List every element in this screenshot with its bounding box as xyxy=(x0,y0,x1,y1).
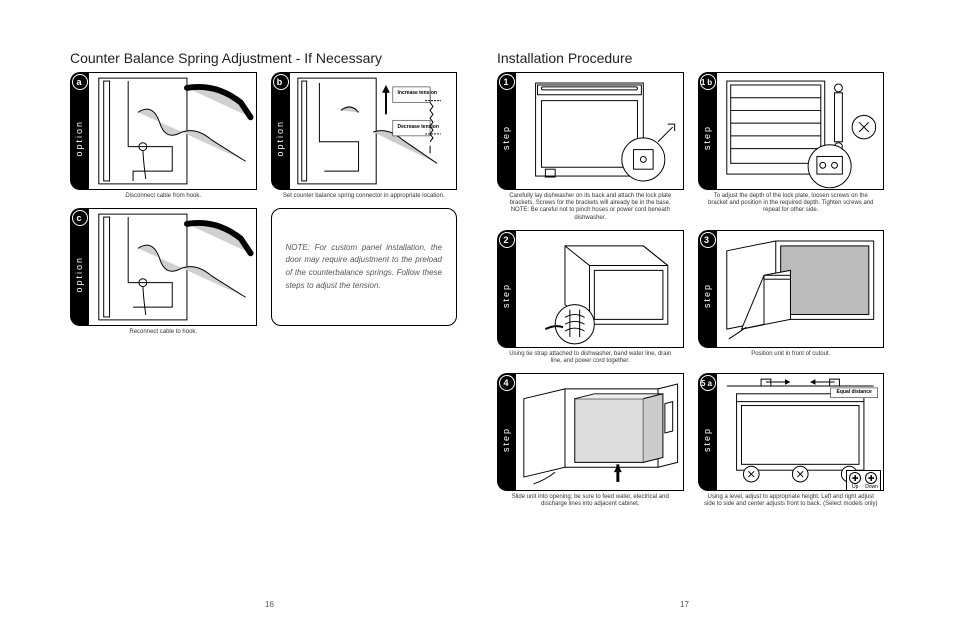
step-1-caption: Carefully lay dishwasher on its back and… xyxy=(497,193,684,222)
step-1b-cell: 1b step xyxy=(698,72,885,222)
decrease-tension-label: Decrease tension xyxy=(398,125,439,131)
option-c-badge: c xyxy=(72,210,88,226)
step-4-cell: 4 step xyxy=(497,373,684,508)
down-label: Down xyxy=(865,484,878,490)
step-1-tab: 1 step xyxy=(497,72,515,190)
step-2-illo: 2 step xyxy=(497,230,684,348)
step-1b-tab-text: step xyxy=(702,125,712,150)
option-c-cell: c option xyxy=(70,208,257,336)
step-4-drawing xyxy=(515,373,684,491)
step-5a-badge: 5a xyxy=(700,375,716,391)
step-5a-illo: 5a step xyxy=(698,373,885,491)
option-c-tab-text: option xyxy=(74,256,84,293)
step-4-badge: 4 xyxy=(499,375,515,391)
option-a-illo: a option xyxy=(70,72,257,190)
right-grid: 1 step xyxy=(497,72,884,509)
step-1-illo: 1 step xyxy=(497,72,684,190)
step-4-tab: 4 step xyxy=(497,373,515,491)
step-5a-tab-text: step xyxy=(702,427,712,452)
option-a-tab: a option xyxy=(70,72,88,190)
up-label: Up xyxy=(849,484,861,490)
left-page-title: Counter Balance Spring Adjustment - If N… xyxy=(70,50,457,66)
step-2-drawing xyxy=(515,230,684,348)
option-a-cell: a option xyxy=(70,72,257,200)
option-b-drawing: Increase tension Decrease tension xyxy=(289,72,458,190)
option-b-caption: Set counter balance spring connector in … xyxy=(271,193,458,200)
right-page-title: Installation Procedure xyxy=(497,50,884,66)
option-a-drawing xyxy=(88,72,257,190)
document-spread: Counter Balance Spring Adjustment - If N… xyxy=(0,0,954,623)
step-2-caption: Using tie strap attached to dishwasher, … xyxy=(497,351,684,365)
note-cell: NOTE: For custom panel installation, the… xyxy=(271,208,458,336)
step-1-cell: 1 step xyxy=(497,72,684,222)
step-1b-illo: 1b step xyxy=(698,72,885,190)
step-1b-tab: 1b step xyxy=(698,72,716,190)
step-5a-cell: 5a step xyxy=(698,373,885,508)
down-icon: ✚ xyxy=(865,472,877,484)
option-b-tab-text: option xyxy=(275,120,285,157)
step-3-badge: 3 xyxy=(700,232,716,248)
step-1-badge: 1 xyxy=(499,74,515,90)
note-box: NOTE: For custom panel installation, the… xyxy=(271,208,458,326)
step-4-illo: 4 step xyxy=(497,373,684,491)
step-5a-tab: 5a step xyxy=(698,373,716,491)
option-a-badge: a xyxy=(72,74,88,90)
note-text: NOTE: For custom panel installation, the… xyxy=(286,242,443,293)
option-b-cell: b option xyxy=(271,72,458,200)
option-c-illo: c option xyxy=(70,208,257,326)
step-1b-drawing xyxy=(716,72,885,190)
right-page-number: 17 xyxy=(680,600,689,609)
equal-distance-label: Equal distance xyxy=(837,390,872,396)
right-page: Installation Procedure 1 step xyxy=(497,50,884,603)
step-1-drawing xyxy=(515,72,684,190)
step-3-illo: 3 step xyxy=(698,230,885,348)
up-down-legend: ✚ Up ✚ Down xyxy=(846,470,881,491)
left-grid: a option xyxy=(70,72,457,336)
option-a-tab-text: option xyxy=(74,120,84,157)
option-c-drawing xyxy=(88,208,257,326)
step-3-tab-text: step xyxy=(702,283,712,308)
step-4-caption: Slide unit into opening; be sure to feed… xyxy=(497,494,684,508)
step-4-tab-text: step xyxy=(501,427,511,452)
step-3-cell: 3 step xyxy=(698,230,885,365)
step-2-badge: 2 xyxy=(499,232,515,248)
step-5a-drawing: Equal distance ✚ Up ✚ Down xyxy=(716,373,885,491)
step-1b-badge: 1b xyxy=(700,74,716,90)
option-c-caption: Reconnect cable to hook. xyxy=(70,329,257,336)
step-2-tab: 2 step xyxy=(497,230,515,348)
left-page: Counter Balance Spring Adjustment - If N… xyxy=(70,50,457,603)
up-icon: ✚ xyxy=(849,472,861,484)
step-2-tab-text: step xyxy=(501,283,511,308)
option-b-badge: b xyxy=(273,74,289,90)
step-3-caption: Position unit in front of cutout. xyxy=(698,351,885,358)
step-5a-caption: Using a level, adjust to appropriate hei… xyxy=(698,494,885,508)
step-3-drawing xyxy=(716,230,885,348)
spread-columns: Counter Balance Spring Adjustment - If N… xyxy=(70,50,884,603)
left-page-number: 16 xyxy=(265,600,274,609)
increase-tension-label: Increase tension xyxy=(398,91,437,97)
option-b-illo: b option xyxy=(271,72,458,190)
option-b-tab: b option xyxy=(271,72,289,190)
step-1-tab-text: step xyxy=(501,125,511,150)
step-3-tab: 3 step xyxy=(698,230,716,348)
option-a-caption: Disconnect cable from hook. xyxy=(70,193,257,200)
step-2-cell: 2 step xyxy=(497,230,684,365)
option-c-tab: c option xyxy=(70,208,88,326)
step-1b-caption: To adjust the depth of the lock plate, l… xyxy=(698,193,885,215)
